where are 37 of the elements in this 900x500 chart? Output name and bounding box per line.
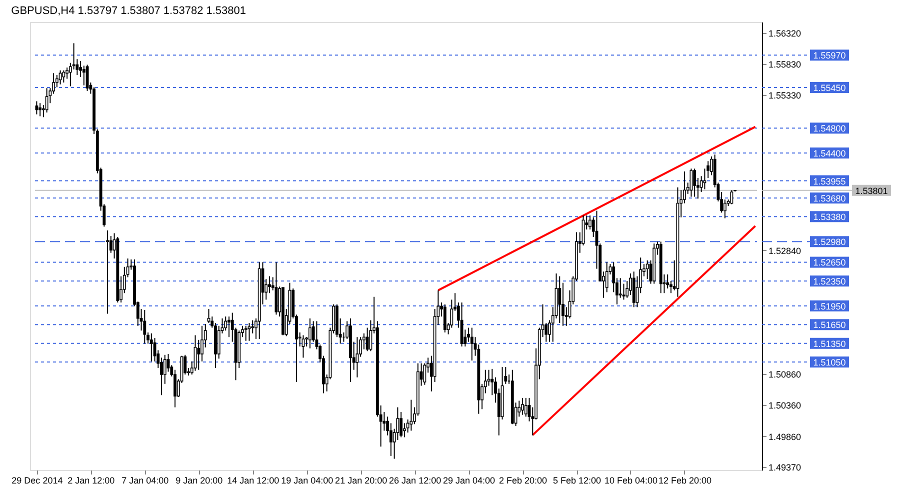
- ref-line-label: 1.51650: [813, 320, 846, 330]
- x-tick-label: 2 Jan 12:00: [68, 476, 115, 486]
- y-tick-label: 1.55330: [768, 90, 802, 101]
- x-tick-label: 5 Feb 12:00: [552, 476, 602, 486]
- ref-line-label: 1.53680: [813, 193, 846, 204]
- y-tick-label: 1.55830: [768, 59, 802, 70]
- x-tick-label: 29 Dec 2014: [12, 476, 63, 486]
- x-tick-label: 2 Feb 20:00: [498, 476, 548, 486]
- ref-line-label: 1.52350: [813, 276, 846, 286]
- x-tick-label: 12 Feb 20:00: [658, 476, 712, 486]
- ref-line-label: 1.52980: [813, 237, 846, 248]
- y-tick-label: 1.50860: [768, 369, 802, 380]
- y-tick-label: 1.49860: [768, 432, 802, 442]
- chart-title: GBPUSD,H4 1.53797 1.53807 1.53782 1.53801: [11, 5, 246, 17]
- ref-line-label: 1.53801: [855, 186, 888, 196]
- x-tick-label: 26 Jan 12:00: [389, 476, 442, 486]
- y-tick-label: 1.52840: [768, 246, 802, 256]
- ref-line-label: 1.51050: [813, 358, 846, 368]
- ref-line-label: 1.52650: [813, 258, 846, 268]
- x-tick-label: 10 Feb 04:00: [604, 476, 658, 486]
- ref-line-label: 1.53955: [813, 176, 846, 186]
- x-tick-label: 7 Jan 04:00: [122, 476, 169, 486]
- x-tick-label: 14 Jan 12:00: [227, 476, 280, 486]
- ref-line-label: 1.53380: [813, 212, 846, 222]
- ref-line-label: 1.54800: [813, 124, 846, 134]
- x-tick-label: 29 Jan 04:00: [443, 476, 496, 486]
- ref-line-label: 1.55450: [813, 83, 846, 94]
- y-tick-label: 1.56320: [768, 28, 802, 39]
- ref-line-label: 1.55970: [813, 50, 846, 61]
- x-tick-label: 19 Jan 04:00: [281, 476, 334, 486]
- y-tick-label: 1.49370: [768, 462, 802, 472]
- ref-line-label: 1.51950: [813, 301, 846, 312]
- x-tick-label: 9 Jan 20:00: [176, 476, 223, 486]
- ref-line-label: 1.54400: [813, 148, 846, 159]
- y-tick-label: 1.50360: [768, 400, 802, 411]
- ref-line-label: 1.51350: [813, 338, 846, 349]
- x-tick-label: 21 Jan 20:00: [335, 476, 388, 486]
